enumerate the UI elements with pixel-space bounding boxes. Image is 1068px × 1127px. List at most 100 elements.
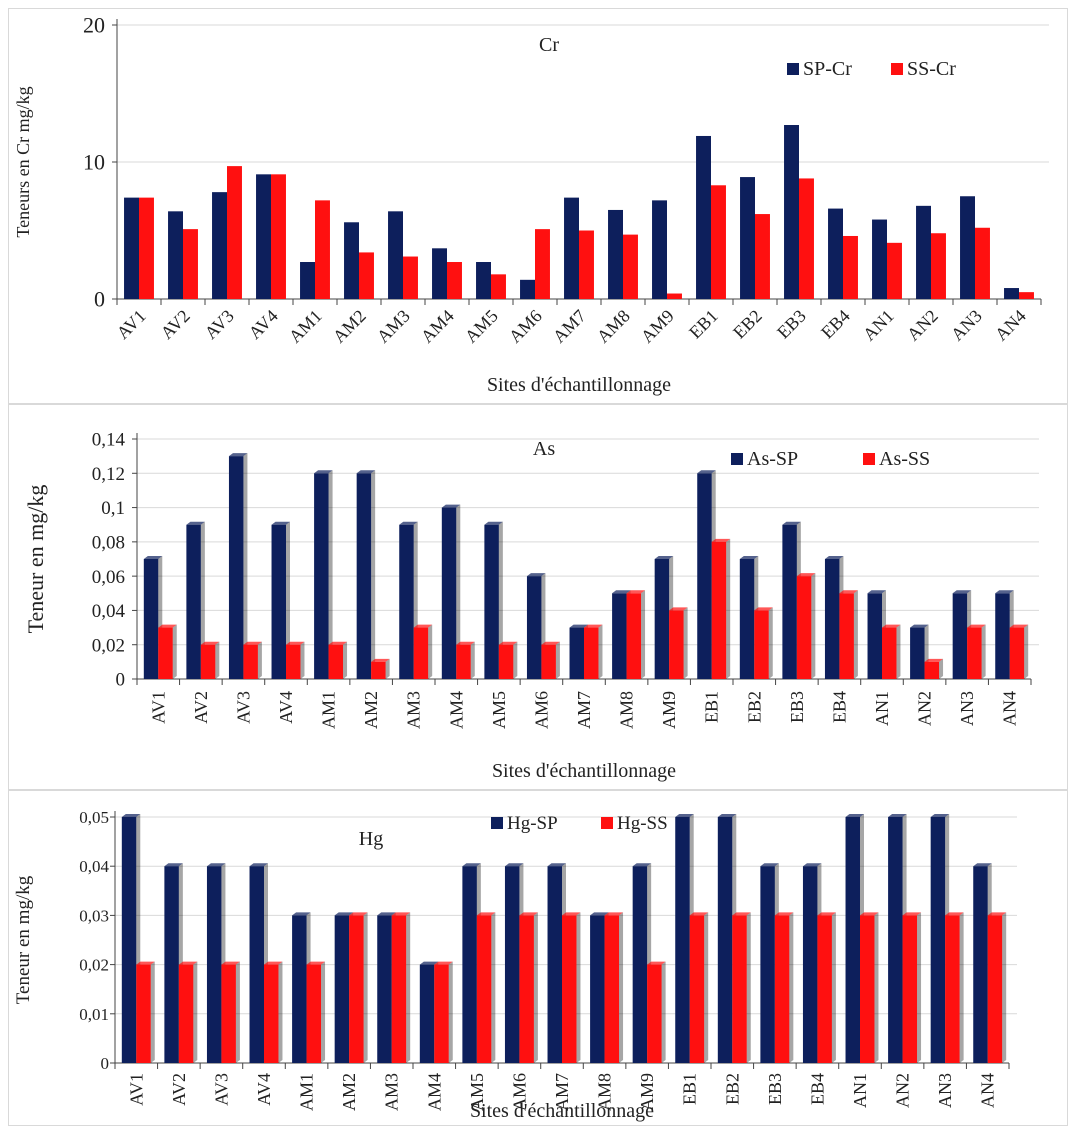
x-tick-label: EB4 [807, 1073, 827, 1105]
x-tick-label: AM9 [637, 306, 678, 347]
x-tick-label: AM8 [595, 1073, 615, 1111]
bar-as-sp-av2 [186, 521, 205, 679]
bar-ss-cr-am2 [359, 252, 374, 299]
bar-hg-ss-av4 [264, 961, 283, 1063]
bar-hg-ss-am1 [306, 961, 326, 1063]
y-tick-label: 0 [116, 670, 126, 691]
x-tick-label: AN3 [957, 691, 977, 726]
x-tick-label: AM4 [424, 1073, 444, 1111]
bar-hg-ss-an3 [945, 912, 964, 1063]
bar-hg-ss-an4 [987, 912, 1007, 1063]
bar-ss-cr-eb1 [711, 185, 726, 299]
legend-label: SP-Cr [803, 58, 852, 80]
x-tick-label: AM1 [285, 306, 326, 347]
bar-as-sp-av3 [228, 453, 248, 679]
bar-ss-cr-am1 [315, 200, 330, 299]
bar-as-ss-av4 [286, 641, 305, 679]
y-tick-label: 0,02 [79, 956, 109, 975]
x-tick-label: AV4 [245, 306, 282, 343]
x-tick-label: AV2 [169, 1073, 189, 1106]
bar-as-ss-an4 [1009, 624, 1029, 679]
bar-as-sp-am2 [356, 470, 376, 679]
x-tick-label: AN2 [915, 691, 935, 726]
x-axis-label: Sites d'échantillonnage [492, 760, 676, 782]
y-axis-label: Teneurs en Cr mg/kg [13, 86, 33, 237]
y-tick-label: 0 [101, 1054, 110, 1073]
as-chart-panel: 0 0,02 0,04 0,06 0,08 0,1 0,12 0,14 AV1 AV2 AV3 AV4… [8, 404, 1068, 790]
x-tick-label: EB2 [744, 691, 764, 723]
bar-as-ss-av3 [243, 641, 262, 679]
bar-ss-cr-av3 [227, 166, 242, 299]
x-tick-label: AV3 [211, 1073, 231, 1106]
bar-sp-cr-av2 [168, 211, 183, 299]
y-tick-label: 0,04 [92, 601, 126, 622]
bar-sp-cr-am3 [388, 211, 403, 299]
legend-item: As-SP [731, 448, 798, 470]
x-tick-label: EB1 [702, 691, 722, 723]
bar-sp-cr-am7 [564, 197, 579, 299]
x-tick-label: AM9 [637, 1073, 657, 1111]
bar-hg-ss-eb3 [774, 912, 794, 1063]
legend-item: SP-Cr [787, 58, 852, 80]
bar-ss-cr-am3 [403, 256, 418, 299]
x-tick-label: AN4 [1000, 691, 1020, 726]
x-tick-label: AM5 [461, 306, 502, 347]
bar-ss-cr-am6 [535, 229, 550, 299]
x-tick-label: AN4 [978, 1073, 998, 1108]
bar-ss-cr-am5 [491, 274, 506, 299]
bar-as-ss-am8 [626, 590, 646, 679]
x-tick-label: AM1 [319, 691, 339, 729]
bar-as-ss-av2 [200, 641, 220, 679]
x-tick-label: AV1 [126, 1073, 146, 1106]
bar-as-sp-av4 [271, 521, 290, 679]
y-tick-label: 0,06 [92, 567, 125, 588]
bar-as-sp-am1 [314, 470, 333, 679]
legend-swatch [863, 453, 875, 465]
bar-hg-ss-av2 [178, 961, 198, 1063]
bar-hg-ss-am9 [647, 961, 666, 1063]
y-tick-label: 10 [83, 150, 105, 175]
bar-as-ss-am9 [669, 607, 688, 679]
x-axis-label: Sites d'échantillonnage [470, 1100, 654, 1122]
y-tick-label: 0 [94, 287, 105, 312]
bar-sp-cr-am8 [608, 209, 623, 299]
chart-title: As [533, 438, 555, 460]
legend-swatch [731, 453, 743, 465]
bar-ss-cr-am7 [579, 230, 594, 299]
bar-ss-cr-an3 [975, 227, 990, 299]
x-tick-label: AV1 [113, 306, 150, 343]
bar-sp-cr-am2 [344, 222, 359, 299]
legend-swatch [891, 63, 903, 75]
bar-as-ss-eb1 [711, 538, 731, 679]
bar-as-ss-eb2 [754, 607, 773, 679]
bar-hg-ss-av1 [136, 961, 155, 1063]
bar-ss-cr-an1 [887, 242, 902, 299]
bar-sp-cr-av1 [124, 197, 139, 299]
x-tick-label: EB2 [722, 1073, 742, 1105]
x-tick-label: AN2 [893, 1073, 913, 1108]
bar-as-ss-am1 [328, 641, 348, 679]
bar-sp-cr-am9 [652, 200, 667, 299]
y-tick-label: 20 [83, 13, 105, 38]
y-tick-label: 0,08 [92, 533, 125, 554]
y-tick-label: 0,03 [79, 906, 109, 925]
bar-hg-ss-am7 [562, 912, 581, 1063]
bar-as-sp-am4 [441, 504, 461, 679]
legend-label: As-SS [879, 448, 930, 470]
x-tick-label: AM8 [617, 691, 637, 729]
bar-ss-cr-am9 [667, 293, 682, 299]
bar-hg-ss-av3 [221, 961, 240, 1063]
x-tick-label: AM9 [659, 691, 679, 729]
y-tick-label: 0,14 [92, 430, 126, 451]
x-tick-label: AM3 [404, 691, 424, 729]
y-axis-label: Teneur en mg/kg [13, 875, 34, 1004]
bar-sp-cr-eb4 [828, 208, 843, 299]
x-tick-label: AN3 [947, 306, 986, 345]
bar-hg-ss-am3 [391, 912, 411, 1063]
bar-ss-cr-av4 [271, 174, 286, 299]
bar-ss-cr-an4 [1019, 292, 1034, 299]
x-tick-label: AV1 [148, 691, 168, 724]
bar-as-ss-am6 [541, 641, 560, 679]
x-tick-label: AV4 [254, 1073, 274, 1106]
